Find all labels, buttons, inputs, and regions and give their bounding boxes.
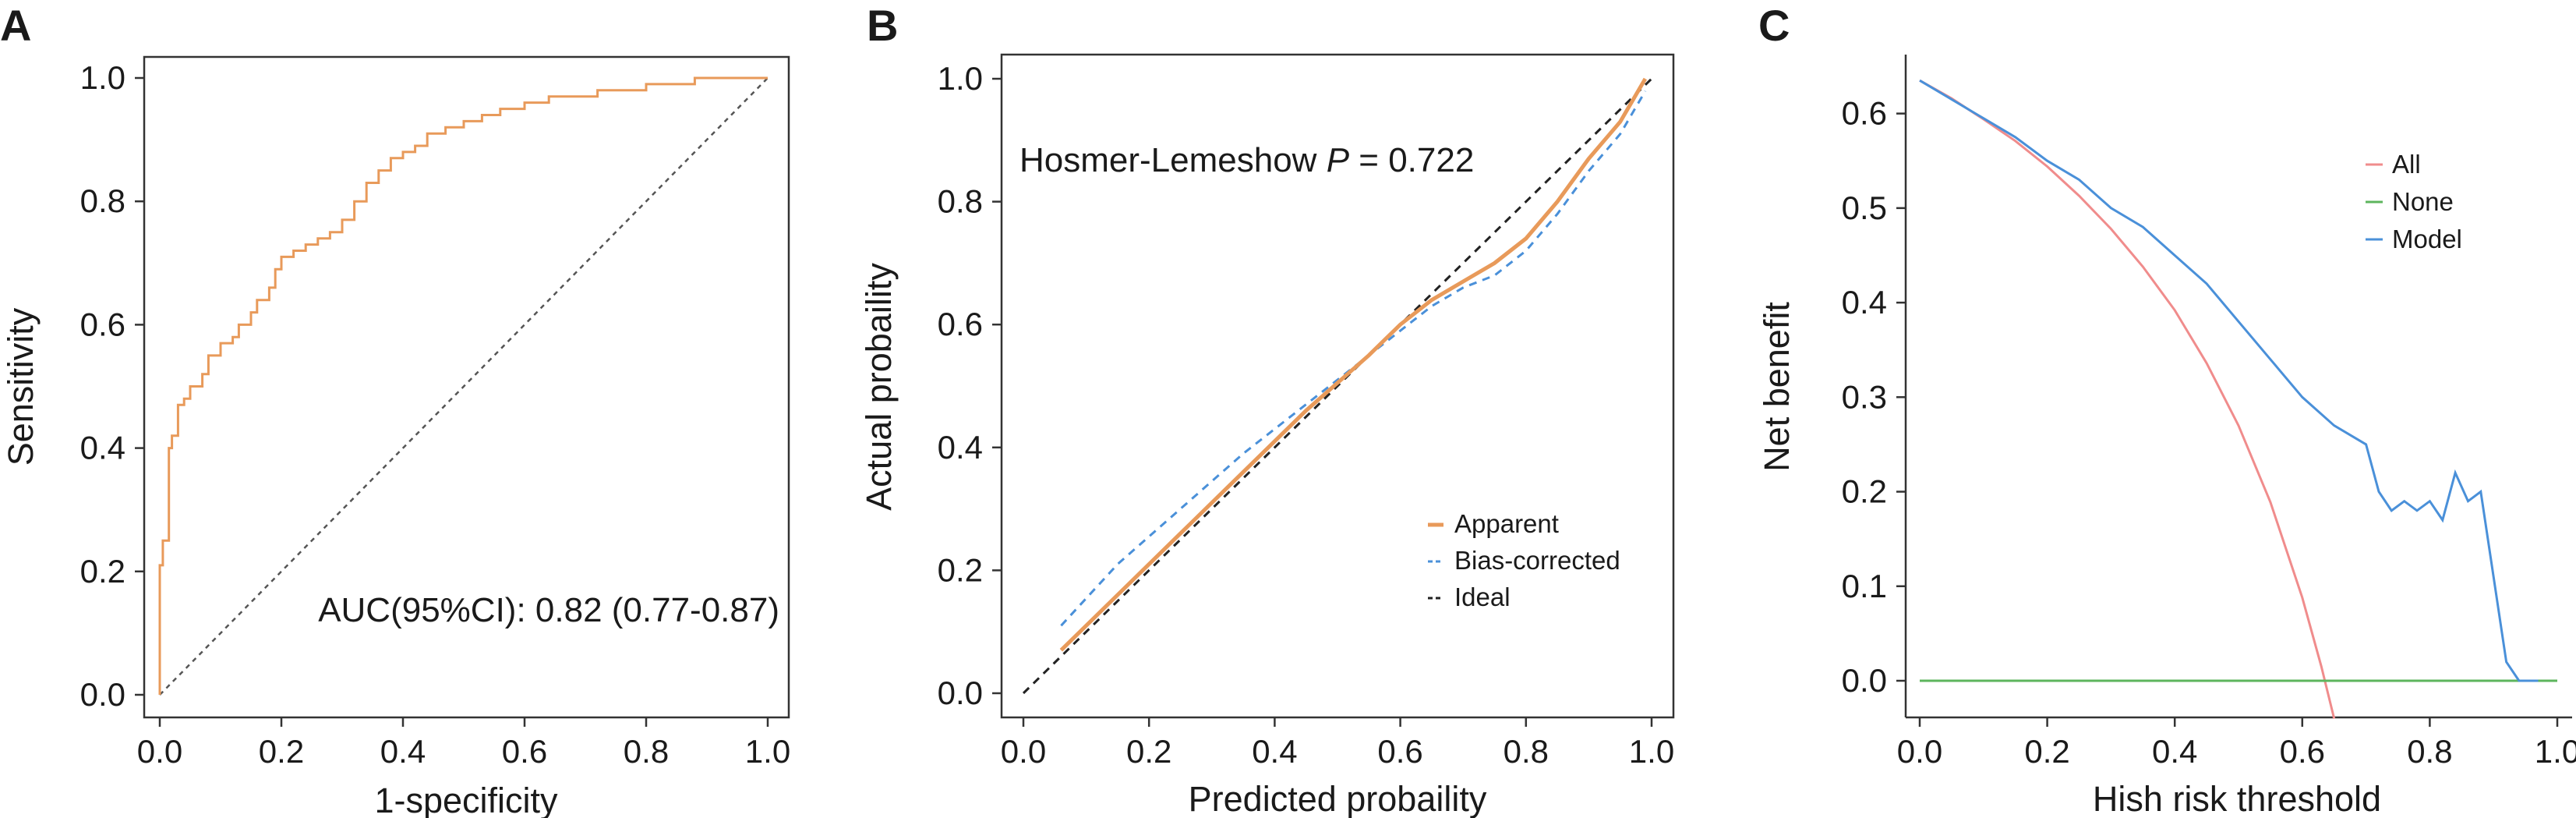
panel-c-series-all xyxy=(1919,79,2336,719)
panel-b-legend: Apparent Bias-corrected Ideal xyxy=(1428,509,1620,611)
panel-b-x-tick-label: 1.0 xyxy=(1629,733,1674,770)
panel-a-y-tick-label: 0.8 xyxy=(80,182,125,219)
panel-b-letter: B xyxy=(867,1,898,50)
panel-b-hl-p: P xyxy=(1327,141,1350,179)
panel-b-plot xyxy=(1022,77,1653,695)
panel-a-y-tick-label: 1.0 xyxy=(80,59,125,96)
panel-c-x-tick-label: 0.4 xyxy=(2152,733,2197,770)
panel-b: B 0.0 0.2 0.4 0.6 0.8 1.0 0.00.20.40.60.81.0 … xyxy=(859,1,1675,818)
panel-b-x-tick-label: 0.8 xyxy=(1504,733,1549,770)
panel-c-y-tick-label: 0.0 xyxy=(1842,662,1887,699)
panel-a-x-ticks: 0.0 0.2 0.4 0.6 0.8 1.0 xyxy=(137,717,790,770)
panel-b-x-ticks: 0.0 0.2 0.4 0.6 0.8 1.0 xyxy=(1001,717,1674,770)
panel-c-x-label: Hish risk threshold xyxy=(2093,779,2381,818)
panel-b-x-tick-label: 0.2 xyxy=(1126,733,1171,770)
panel-a-x-label: 1-specificity xyxy=(374,781,558,818)
panel-c-y-tick-label: 0.2 xyxy=(1842,473,1887,510)
panel-c-y-label: Net benefit xyxy=(1757,302,1797,472)
panel-c-x-tick-label: 0.2 xyxy=(2024,733,2069,770)
panel-b-x-tick-label: 0.4 xyxy=(1252,733,1297,770)
panel-c-series-model xyxy=(1919,79,2539,682)
panel-c-letter: C xyxy=(1758,1,1790,50)
panel-c-y-tick-label: 0.4 xyxy=(1842,284,1887,320)
panel-a-plot xyxy=(158,76,769,696)
panel-b-legend-label: Ideal xyxy=(1454,583,1511,611)
panel-a-auc-annotation: AUC(95%CI): 0.82 (0.77-0.87) xyxy=(318,591,779,629)
panel-a-y-ticks: 0.0 0.2 0.4 0.6 0.8 1.0 xyxy=(80,59,144,713)
panel-b-hl-prefix: Hosmer-Lemeshow xyxy=(1019,141,1327,179)
panel-c-x-tick-label: 0.0 xyxy=(1897,733,1942,770)
panel-b-hl-suffix: = 0.722 xyxy=(1349,141,1474,179)
panel-c-y-tick-label: 0.5 xyxy=(1842,189,1887,226)
panel-a-x-tick-label: 0.2 xyxy=(259,733,304,770)
panel-b-y-tick-label: 0.8 xyxy=(938,183,983,220)
panel-a-y-tick-label: 0.4 xyxy=(80,430,125,466)
panel-b-legend-label: Apparent xyxy=(1454,509,1559,538)
panel-b-y-tick-label: 0.4 xyxy=(938,429,983,466)
panel-b-x-label: Predicted probaility xyxy=(1189,779,1487,818)
panel-c-y-tick-label: 0.3 xyxy=(1842,378,1887,415)
panel-a-reference-diagonal xyxy=(159,77,769,696)
panel-a-letter: A xyxy=(0,1,31,50)
panel-c-legend-label: All xyxy=(2392,150,2421,179)
panel-a-roc-curve xyxy=(158,76,768,695)
panel-b-series-ideal xyxy=(1022,77,1653,695)
panel-c-plot xyxy=(1919,79,2557,719)
panel-a-x-tick-label: 0.4 xyxy=(380,733,426,770)
panel-a-x-tick-label: 0.8 xyxy=(624,733,669,770)
panel-c-y-ticks: 0.0 0.1 0.2 0.3 0.4 0.5 0.6 xyxy=(1842,95,1906,699)
panel-c-legend-label: Model xyxy=(2392,225,2462,253)
panel-c: C 0.0 0.2 0.4 0.6 0.8 1.0 0.00.10.20.30.40.50… xyxy=(1757,1,2576,818)
panel-a-frame xyxy=(143,55,790,719)
panel-c-legend: All None Model xyxy=(2366,150,2462,253)
panel-b-legend-label: Bias-corrected xyxy=(1454,546,1620,575)
panel-b-x-tick-label: 0.0 xyxy=(1001,733,1046,770)
panel-b-series-apparent xyxy=(1059,77,1648,652)
panel-c-x-tick-label: 1.0 xyxy=(2535,733,2576,770)
panel-c-y-tick-label: 0.1 xyxy=(1842,568,1887,604)
panel-a-x-tick-label: 1.0 xyxy=(745,733,790,770)
panel-a-y-tick-label: 0.6 xyxy=(80,306,125,342)
panel-a-y-tick-label: 0.2 xyxy=(80,553,125,590)
panel-a-y-label: Sensitivity xyxy=(1,307,41,466)
panel-c-x-tick-label: 0.8 xyxy=(2407,733,2452,770)
panel-b-y-tick-label: 1.0 xyxy=(938,60,983,97)
panel-b-y-tick-label: 0.0 xyxy=(938,675,983,711)
panel-c-y-tick-label: 0.6 xyxy=(1842,95,1887,132)
panel-a: A 0.0 0.2 0.4 0.6 0.8 1.0 0.00.20.40.60.81.0 … xyxy=(0,1,790,818)
panel-c-x-ticks: 0.0 0.2 0.4 0.6 0.8 1.0 xyxy=(1897,717,2576,770)
panel-c-legend-label: None xyxy=(2392,187,2454,216)
panel-b-y-tick-label: 0.2 xyxy=(938,551,983,588)
panel-a-x-tick-label: 0.0 xyxy=(137,733,182,770)
panel-b-y-label: Actual probaility xyxy=(859,263,899,511)
panel-b-y-ticks: 0.0 0.2 0.4 0.6 0.8 1.0 xyxy=(938,60,1002,711)
panel-a-y-tick-label: 0.0 xyxy=(80,676,125,713)
panel-b-hl-annotation: Hosmer-Lemeshow P = 0.722 xyxy=(1019,141,1474,179)
panel-a-x-tick-label: 0.6 xyxy=(502,733,547,770)
panel-b-x-tick-label: 0.6 xyxy=(1377,733,1422,770)
panel-b-frame xyxy=(1000,53,1675,719)
panel-c-x-tick-label: 0.6 xyxy=(2280,733,2325,770)
panel-b-y-tick-label: 0.6 xyxy=(938,306,983,342)
